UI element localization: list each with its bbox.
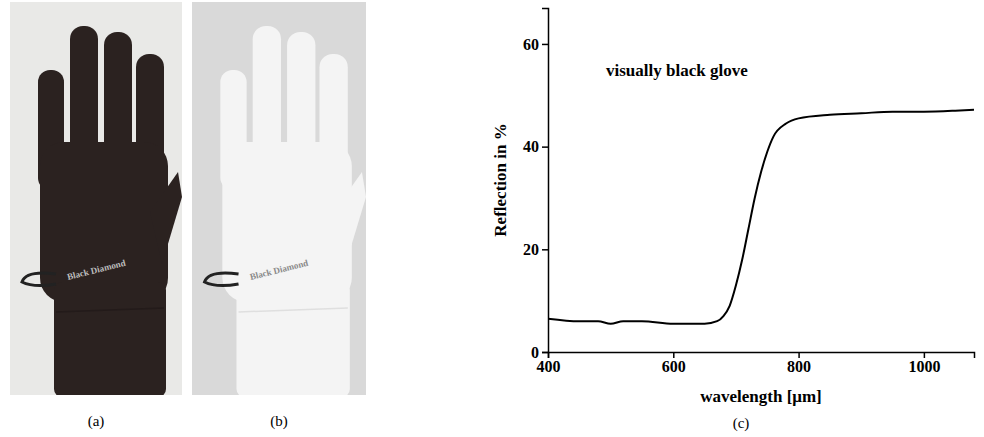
y-axis: 0 20 40 60 — [523, 9, 549, 361]
x-tick-label: 400 — [537, 358, 561, 375]
y-axis-line — [542, 9, 549, 353]
y-tick: 40 — [523, 138, 548, 155]
y-tick-label: 60 — [523, 36, 539, 53]
glove-thumb — [334, 172, 366, 264]
glove-clip — [205, 273, 239, 286]
glove-palm — [40, 142, 168, 302]
y-tick: 20 — [523, 241, 548, 258]
photo: Black Diamond — [10, 2, 182, 395]
x-tick-label: 800 — [787, 358, 811, 375]
y-tick-mark — [542, 146, 548, 148]
plot-area — [548, 110, 974, 324]
panel-label: (b) — [270, 413, 288, 430]
x-tick-mark — [673, 352, 675, 358]
chart: 400 600 800 1000 0 20 40 60 visually black glove… — [491, 9, 975, 407]
x-tick: 1000 — [908, 352, 940, 375]
y-tick-label: 40 — [523, 138, 539, 155]
x-tick: 600 — [662, 352, 686, 375]
x-axis-line — [549, 353, 975, 359]
glove-cuff — [237, 282, 350, 395]
y-tick-mark — [542, 249, 548, 251]
y-tick-label: 20 — [523, 241, 539, 258]
x-tick: 800 — [787, 352, 811, 375]
x-axis: 400 600 800 1000 — [537, 352, 975, 375]
x-tick-label: 600 — [662, 358, 686, 375]
y-tick: 0 — [531, 344, 548, 361]
glove-cuff — [54, 282, 166, 395]
photos: Black Diamond Black Diamond — [10, 2, 366, 397]
glove-seam — [56, 308, 164, 312]
glove-palm — [222, 142, 351, 302]
x-axis-title: wavelength [μm] — [700, 387, 822, 406]
x-tick-mark — [798, 352, 800, 358]
panel-label: (c) — [733, 415, 750, 432]
reflection-line — [548, 110, 974, 324]
x-tick-mark — [924, 352, 926, 358]
glove-clip — [22, 273, 56, 286]
x-tick-label: 1000 — [908, 358, 940, 375]
brand-text: Black Diamond — [66, 258, 126, 282]
photo: Black Diamond — [192, 2, 366, 395]
glove-thumb — [150, 172, 182, 264]
y-axis-title: Reflection in % — [491, 123, 510, 236]
y-tick-mark — [542, 44, 548, 46]
y-tick-label: 0 — [531, 344, 539, 361]
annotation: visually black glove — [606, 61, 748, 80]
x-tick: 400 — [537, 352, 561, 375]
figure: Black DiamondBlack Diamond(a)(b)40060080… — [0, 0, 984, 437]
glove-seam — [239, 308, 348, 312]
y-tick-mark — [542, 352, 548, 354]
panel-label: (a) — [88, 413, 105, 430]
y-tick: 60 — [523, 36, 548, 53]
brand-text: Black Diamond — [249, 258, 309, 282]
